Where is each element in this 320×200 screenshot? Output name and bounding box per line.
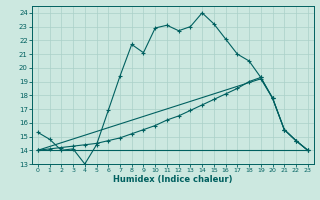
X-axis label: Humidex (Indice chaleur): Humidex (Indice chaleur): [113, 175, 233, 184]
